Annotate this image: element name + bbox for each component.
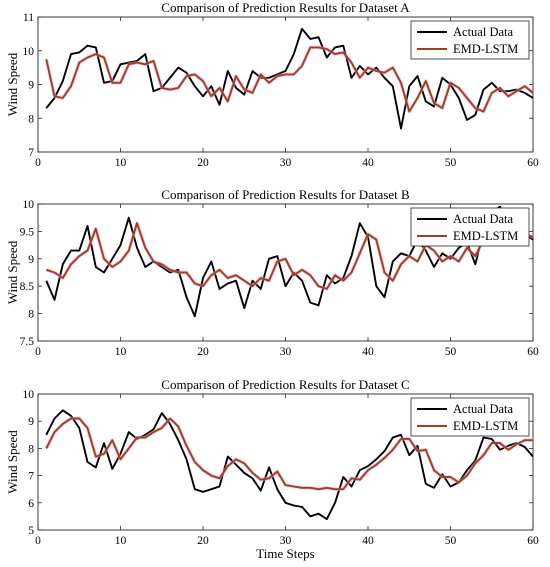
y-tick-label: 8 xyxy=(28,443,34,455)
y-tick-label: 8 xyxy=(28,309,34,321)
y-axis-label: Wind Speed xyxy=(5,52,20,116)
y-tick-label: 10 xyxy=(23,199,35,211)
x-tick-label: 20 xyxy=(197,535,209,547)
x-tick-label: 20 xyxy=(197,346,209,358)
series-line-emd-lstm xyxy=(45,46,533,113)
x-tick-label: 60 xyxy=(527,346,539,358)
legend: Actual Data EMD-LSTM xyxy=(410,207,530,247)
y-tick-label: 7 xyxy=(28,471,34,483)
legend-label: Actual Data xyxy=(453,25,513,39)
x-tick-label: 30 xyxy=(280,535,292,547)
legend-label: EMD-LSTM xyxy=(453,229,518,243)
legend-box xyxy=(410,397,530,437)
chart-title: Comparison of Prediction Results for Dat… xyxy=(161,0,410,15)
chart-title: Comparison of Prediction Results for Dat… xyxy=(161,377,409,392)
x-tick-label: 60 xyxy=(527,157,539,169)
x-tick-label: 30 xyxy=(280,157,292,169)
series-line-emd-lstm xyxy=(46,214,533,290)
x-tick-label: 30 xyxy=(280,346,292,358)
chart-panel-c: Comparison of Prediction Results for Dat… xyxy=(5,377,539,561)
x-tick-label: 10 xyxy=(115,157,127,169)
y-tick-label: 8 xyxy=(28,113,34,125)
y-tick-label: 10 xyxy=(23,46,35,58)
legend-label: Actual Data xyxy=(453,402,513,416)
legend: Actual Data EMD-LSTM xyxy=(410,397,530,437)
x-tick-label: 40 xyxy=(362,346,374,358)
y-axis-label: Wind Speed xyxy=(5,430,20,494)
legend-box xyxy=(410,207,530,247)
x-tick-label: 50 xyxy=(445,535,457,547)
x-tick-label: 20 xyxy=(197,157,209,169)
x-tick-label: 50 xyxy=(445,346,457,358)
y-tick-label: 8.5 xyxy=(20,281,35,293)
y-tick-label: 9.5 xyxy=(20,226,35,238)
legend-label: EMD-LSTM xyxy=(453,42,518,56)
x-tick-label: 0 xyxy=(35,346,41,358)
y-tick-label: 9 xyxy=(28,416,34,428)
x-tick-label: 0 xyxy=(35,535,41,547)
y-tick-label: 7.5 xyxy=(20,336,35,348)
series-line-actual-data xyxy=(45,409,533,521)
x-tick-label: 0 xyxy=(35,157,41,169)
x-tick-label: 40 xyxy=(362,157,374,169)
x-tick-label: 60 xyxy=(527,535,539,547)
chart-title: Comparison of Prediction Results for Dat… xyxy=(161,187,410,202)
y-tick-label: 7 xyxy=(28,147,34,159)
legend: Actual Data EMD-LSTM xyxy=(410,20,530,60)
x-axis-label: Time Steps xyxy=(256,546,314,561)
x-tick-label: 10 xyxy=(115,535,127,547)
y-axis-label: Wind Speed xyxy=(5,240,20,304)
legend-label: Actual Data xyxy=(453,212,513,226)
legend-label: EMD-LSTM xyxy=(453,419,518,433)
x-tick-label: 40 xyxy=(362,535,374,547)
y-tick-label: 9 xyxy=(28,254,34,266)
y-tick-label: 10 xyxy=(23,389,35,401)
legend-box xyxy=(410,20,530,60)
series-line-emd-lstm xyxy=(45,417,533,491)
x-tick-label: 50 xyxy=(445,157,457,169)
series-line-actual-data xyxy=(45,27,533,130)
y-tick-label: 11 xyxy=(23,12,34,24)
y-tick-label: 6 xyxy=(28,498,34,510)
chart-panel-a: Comparison of Prediction Results for Dat… xyxy=(5,0,539,169)
chart-panel-b: Comparison of Prediction Results for Dat… xyxy=(5,187,539,358)
x-tick-label: 10 xyxy=(115,346,127,358)
y-tick-label: 9 xyxy=(28,80,34,92)
y-tick-label: 5 xyxy=(28,525,34,537)
